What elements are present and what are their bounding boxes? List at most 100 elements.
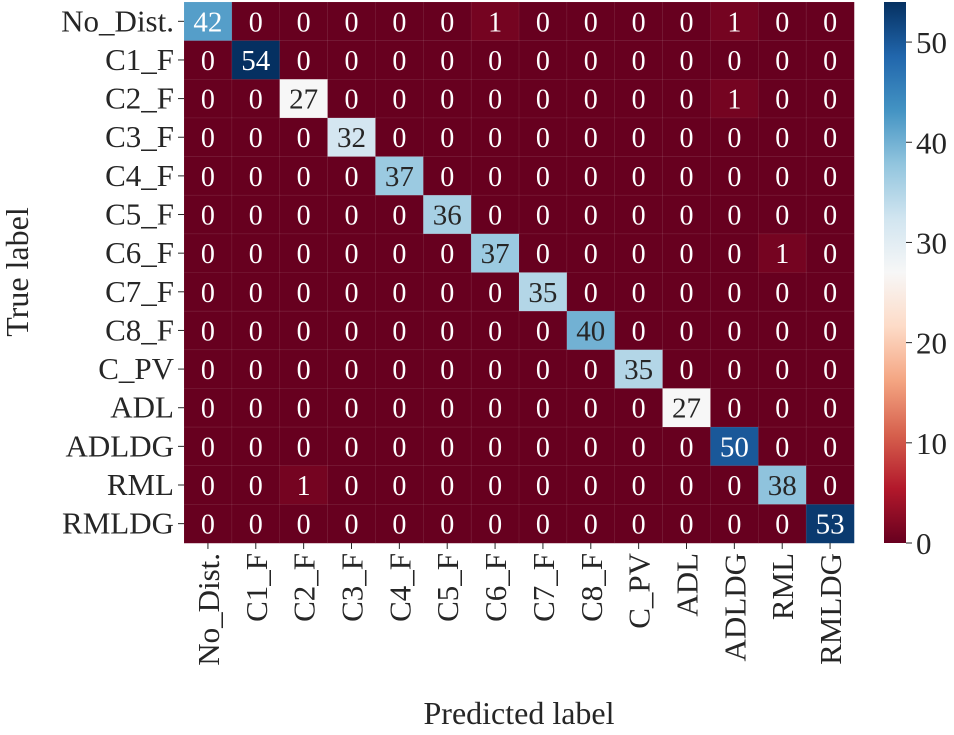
heatmap-cell (757, 426, 807, 467)
cell-value-label: 0 (488, 510, 502, 541)
cell-value-label: 0 (727, 162, 741, 193)
cell-value-label: 0 (727, 201, 741, 232)
heatmap-cell (805, 78, 855, 119)
heatmap-cell (327, 465, 377, 505)
cell-value-label: 0 (201, 316, 215, 347)
heatmap-cell (279, 156, 329, 196)
cell-value-label: 0 (584, 162, 598, 193)
colorbar (884, 2, 906, 543)
heatmap-cell (422, 504, 472, 544)
heatmap-cell (327, 40, 377, 80)
heatmap-cell (757, 117, 807, 158)
heatmap-cell (662, 310, 712, 351)
heatmap-cell (518, 194, 568, 235)
heatmap-cell (710, 310, 759, 351)
heatmap-cell (614, 310, 664, 351)
cell-value-label: 0 (344, 394, 358, 425)
heatmap-cell (566, 117, 616, 158)
cell-value-label: 0 (727, 394, 741, 425)
heatmap-cell (662, 233, 712, 274)
cell-value-label: 0 (297, 7, 311, 38)
cell-value-label: 0 (440, 239, 454, 270)
y-tick-label: No_Dist. (61, 3, 174, 38)
cell-value-label: 37 (481, 238, 510, 270)
cell-value-label: 0 (249, 201, 263, 232)
cell-value-label: 0 (536, 510, 550, 541)
cell-value-label: 0 (584, 201, 598, 232)
heatmap-cell (231, 349, 281, 390)
heatmap-cell (231, 272, 281, 312)
cell-value-label: 0 (249, 355, 263, 386)
cell-value-label: 0 (488, 278, 502, 309)
cell-value-label: 0 (727, 278, 741, 309)
cell-value-label: 0 (344, 355, 358, 386)
cell-value-label: 0 (823, 123, 837, 154)
cell-value-label: 0 (392, 510, 406, 541)
cell-value-label: 0 (392, 355, 406, 386)
cell-value-label: 0 (679, 85, 693, 116)
y-tick-label: C3_F (105, 119, 174, 154)
cell-value-label: 0 (344, 278, 358, 309)
heatmap-cell (805, 388, 855, 428)
heatmap-cell (375, 349, 424, 390)
cell-value-label: 0 (775, 85, 789, 116)
cell-value-label: 0 (584, 355, 598, 386)
cell-value-label: 0 (488, 46, 502, 77)
heatmap-cell (757, 40, 807, 80)
cell-value-label: 0 (679, 201, 693, 232)
heatmap-cell (183, 1, 233, 42)
heatmap-cell (279, 310, 329, 351)
cell-value-label: 0 (201, 239, 215, 270)
cell-value-label: 0 (201, 201, 215, 232)
heatmap-cell (805, 349, 855, 390)
x-tick-label: C4_F (382, 553, 417, 622)
cell-value-label: 0 (297, 162, 311, 193)
heatmap-cell (805, 117, 855, 158)
cell-value-label: 0 (440, 432, 454, 463)
cell-value-label: 1 (297, 471, 311, 502)
cell-value-label: 0 (344, 239, 358, 270)
cell-value-label: 0 (392, 432, 406, 463)
cell-value-label: 54 (241, 45, 271, 77)
cell-value-label: 0 (392, 471, 406, 502)
heatmap-cell (183, 272, 233, 312)
heatmap-cell (327, 233, 377, 274)
cell-value-label: 0 (823, 85, 837, 116)
heatmap-cell (566, 194, 616, 235)
cell-value-label: 0 (775, 510, 789, 541)
colorbar-tick-label: 10 (916, 426, 947, 461)
cell-value-label: 0 (823, 394, 837, 425)
cell-value-label: 0 (823, 432, 837, 463)
x-tick-label: C3_F (334, 553, 369, 622)
x-tick-label: C7_F (526, 553, 561, 622)
heatmap-cell (375, 40, 424, 80)
heatmap-cell (614, 272, 664, 312)
cell-value-label: 0 (201, 123, 215, 154)
heatmap-cell (710, 426, 759, 467)
cell-value-label: 0 (392, 201, 406, 232)
heatmap-cell (614, 465, 664, 505)
cell-value-label: 0 (201, 355, 215, 386)
heatmap-cell (470, 426, 520, 467)
cell-value-label: 0 (392, 394, 406, 425)
cell-value-label: 0 (488, 123, 502, 154)
heatmap-cell (422, 310, 472, 351)
cell-value-label: 0 (584, 394, 598, 425)
heatmap-cell (518, 349, 568, 390)
cell-value-label: 0 (440, 510, 454, 541)
y-tick-label: C_PV (98, 351, 174, 386)
heatmap-cell (614, 504, 664, 544)
cell-value-label: 35 (528, 277, 557, 309)
heatmap-cell (470, 465, 520, 505)
cell-value-label: 0 (488, 471, 502, 502)
cell-value-label: 0 (632, 510, 646, 541)
cell-value-label: 0 (440, 123, 454, 154)
cell-value-label: 35 (624, 354, 653, 386)
cell-value-label: 0 (440, 46, 454, 77)
heatmap-cell (279, 388, 329, 428)
cell-value-label: 0 (344, 85, 358, 116)
heatmap-cell (566, 426, 616, 467)
cell-value-label: 0 (727, 510, 741, 541)
heatmap-cell (805, 426, 855, 467)
heatmap-cell (710, 504, 759, 544)
